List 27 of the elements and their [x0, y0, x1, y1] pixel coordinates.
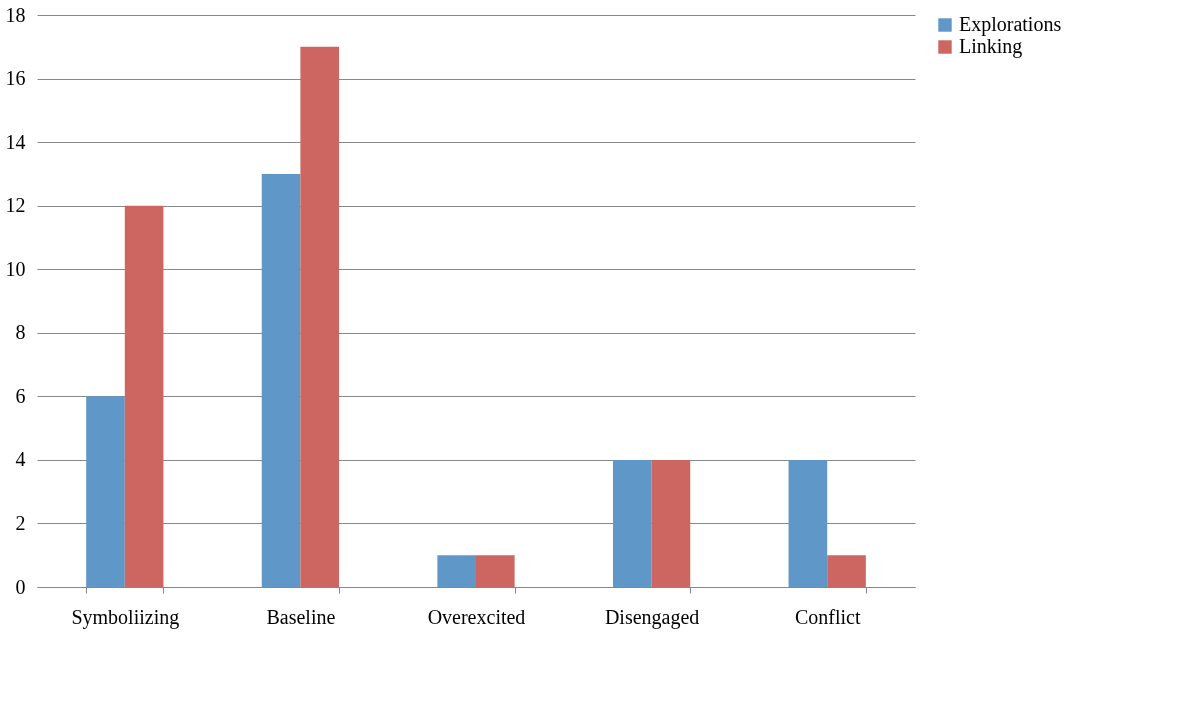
x-tick-label: Overexcited [427, 605, 526, 628]
bar [827, 555, 866, 587]
y-tick-label: 0 [15, 575, 26, 598]
x-tick-label: Conflict [794, 605, 861, 628]
y-tick-label: 10 [5, 257, 26, 280]
bar [300, 46, 340, 587]
bar [261, 173, 301, 587]
y-tick-label: 2 [15, 511, 26, 534]
bar [788, 459, 828, 587]
bar [124, 205, 164, 587]
legend-label: Linking [959, 35, 1023, 58]
x-tick-label: Baseline [266, 605, 336, 628]
bar [476, 555, 515, 587]
x-tick-label: Disengaged [604, 605, 700, 629]
y-tick-label: 4 [15, 448, 26, 471]
y-tick-label: 16 [5, 67, 26, 90]
bar [86, 396, 125, 587]
y-tick-label: 12 [5, 194, 26, 217]
bar [612, 459, 652, 587]
y-tick-label: 6 [15, 384, 26, 407]
y-tick-label: 18 [5, 3, 26, 26]
y-tick-label: 8 [15, 321, 26, 344]
y-tick-label: 14 [5, 130, 26, 153]
x-tick-label: Symboliizing [71, 605, 180, 629]
legend-label: Explorations [959, 13, 1062, 36]
bar [437, 555, 476, 587]
bar [651, 459, 691, 587]
